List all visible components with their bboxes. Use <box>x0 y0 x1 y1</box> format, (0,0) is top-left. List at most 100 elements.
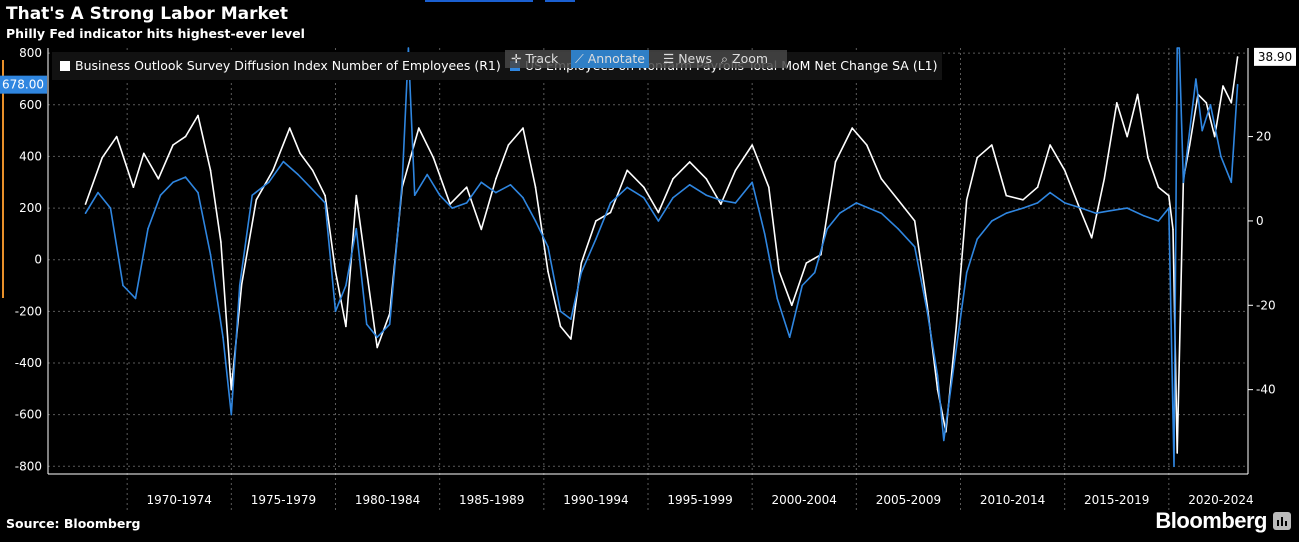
top-accent-bar-2 <box>545 0 575 2</box>
left-axis-tick-label-7: -600 <box>15 408 42 422</box>
series-1-point-67 <box>943 439 945 442</box>
right-axis-tick-label-1: 0 <box>1256 214 1264 228</box>
series-0-point-32 <box>507 144 510 146</box>
series-0-point-75 <box>1103 178 1106 180</box>
series-1-point-58 <box>826 227 828 230</box>
series-1-point-20 <box>334 310 337 313</box>
x-axis-tick-label-8: 2010-2014 <box>980 493 1045 507</box>
series-1-point-54 <box>776 297 778 300</box>
series-0-point-23 <box>376 346 379 349</box>
legend-label-white: Business Outlook Survey Diffusion Index … <box>75 58 501 73</box>
series-1-point-73 <box>1022 207 1024 209</box>
series-1-point-79 <box>1109 209 1112 212</box>
series-1-point-29 <box>426 173 429 176</box>
series-0-point-88 <box>1213 135 1216 138</box>
series-0-point-90 <box>1230 102 1233 104</box>
series-0-point-69 <box>1022 199 1024 201</box>
chart-title: That's A Strong Labor Market <box>6 4 288 24</box>
series-1-point-93 <box>1230 181 1233 184</box>
series-0-point-10 <box>220 241 222 243</box>
series-0-point-91 <box>1236 56 1239 58</box>
series-0-point-14 <box>272 169 274 172</box>
series-1-point-7 <box>172 181 174 184</box>
series-1-point-40 <box>570 318 572 320</box>
series-0-point-21 <box>355 194 358 197</box>
x-axis-tick-label-3: 1985-1989 <box>459 493 524 507</box>
series-white-group <box>84 56 1239 454</box>
series-0-point-16 <box>299 152 301 155</box>
series-0-point-3 <box>132 186 135 188</box>
zoom-icon: ⌕ <box>721 51 729 66</box>
series-0-point-34 <box>534 186 537 188</box>
series-1-point-42 <box>595 238 597 240</box>
series-1-point-77 <box>1080 207 1083 209</box>
series-0-point-43 <box>657 211 660 214</box>
bloomberg-logo: Bloomberg <box>1155 508 1267 533</box>
x-axis-tick-label-6: 2000-2004 <box>772 493 837 507</box>
series-1-point-45 <box>643 196 645 199</box>
series-0-point-70 <box>1036 186 1039 188</box>
track-label: Track <box>525 51 559 66</box>
series-0-point-50 <box>768 186 770 188</box>
series-0-point-55 <box>834 161 837 163</box>
series-1-point-70 <box>976 238 978 240</box>
series-1-point-22 <box>355 227 358 230</box>
series-1-point-30 <box>438 194 441 196</box>
series-1-point-5 <box>147 227 149 230</box>
series-1-point-21 <box>345 284 347 287</box>
annotate-button[interactable]: ⟋ Annotate <box>571 50 649 68</box>
series-1-point-19 <box>324 202 326 204</box>
series-1-point-69 <box>965 271 968 274</box>
series-0-point-40 <box>609 211 612 214</box>
series-0-point-22 <box>365 270 368 273</box>
series-1-point-52 <box>751 181 753 184</box>
left-axis-tick-label-1: 600 <box>19 98 42 112</box>
series-1-point-50 <box>720 199 722 202</box>
series-1-point-66 <box>936 375 939 377</box>
series-1-point-72 <box>1005 212 1008 214</box>
series-0-point-60 <box>913 220 916 222</box>
series-1-point-91 <box>1209 104 1212 106</box>
series-1-point-92 <box>1220 155 1222 158</box>
series-1-point-85 <box>1176 47 1178 49</box>
series-0-point-65 <box>965 199 968 201</box>
legend-item-white[interactable]: Business Outlook Survey Diffusion Index … <box>60 58 501 73</box>
news-button[interactable]: ☰ News <box>663 51 712 66</box>
x-axis-tick-label-2: 1980-1984 <box>355 493 420 507</box>
series-0-point-59 <box>897 199 899 201</box>
series-0-point-12 <box>240 283 243 286</box>
series-1-point-23 <box>365 323 368 326</box>
series-0-point-85 <box>1188 144 1191 146</box>
series-1-point-9 <box>197 191 199 194</box>
series-0-point-6 <box>172 144 174 146</box>
series-0-point-77 <box>1126 135 1128 138</box>
series-1-point-28 <box>413 194 416 196</box>
series-0-point-26 <box>418 127 420 129</box>
series-0-point-17 <box>311 169 314 172</box>
track-icon: ✛ <box>511 51 522 66</box>
left-axis-tick-label-3: 200 <box>19 201 42 215</box>
series-1-point-18 <box>309 186 312 189</box>
right-axis-tick-label-0: 20 <box>1256 130 1271 144</box>
series-0-point-4 <box>143 152 145 155</box>
x-axis-tick-label-9: 2015-2019 <box>1084 493 1149 507</box>
series-1-point-62 <box>880 212 883 214</box>
left-last-value-box <box>0 75 47 94</box>
series-0-point-82 <box>1172 228 1174 231</box>
series-1-point-46 <box>657 220 660 222</box>
series-0-point-1 <box>101 156 103 159</box>
series-1-point-94 <box>1236 83 1239 86</box>
left-axis-tick-label-8: -800 <box>15 459 42 473</box>
series-1-point-2 <box>109 207 112 209</box>
axes-group: 8006004002000-200-400-600-800200-20-4019… <box>0 46 1296 507</box>
series-1-point-63 <box>897 227 899 230</box>
series-1-point-76 <box>1063 202 1066 204</box>
right-last-value-box <box>1254 47 1296 66</box>
zoom-button[interactable]: ⌕ Zoom <box>721 51 768 67</box>
track-button[interactable]: ✛ Track <box>511 51 558 66</box>
series-1-point-49 <box>705 194 708 196</box>
series-0-point-87 <box>1205 102 1208 104</box>
series-1-point-44 <box>626 186 628 189</box>
chart-toolbar: ✛ Track ⟋ Annotate ☰ News ⌕ Zoom <box>505 50 787 68</box>
